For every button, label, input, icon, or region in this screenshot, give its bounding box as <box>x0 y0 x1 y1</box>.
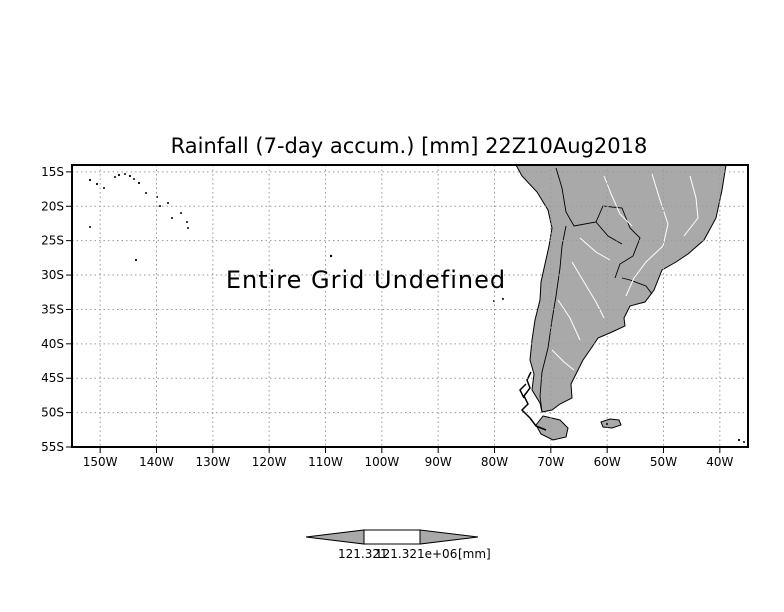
lat-tick-label: 30S <box>41 268 64 282</box>
lon-tick-label: 140W <box>139 455 174 469</box>
lat-tick-label: 40S <box>41 337 64 351</box>
rivers <box>551 173 699 371</box>
colorbar-left-triangle <box>305 529 365 545</box>
colorbar: 121.321 121.321e+06 [mm] <box>305 529 491 561</box>
map-area <box>88 165 745 443</box>
lon-tick-label: 100W <box>364 455 399 469</box>
lat-tick-label: 20S <box>41 199 64 213</box>
colorbar-label-min: 121.321 <box>338 547 388 561</box>
map-frame <box>71 164 749 448</box>
south-america-landmass <box>515 165 727 413</box>
axis-ticks: 150W 140W 130W 120W 110W 100W 90W 80W 70W 60W 50W 4… <box>41 165 733 469</box>
lon-tick-label: 90W <box>425 455 452 469</box>
chilean-coast-islands <box>519 371 547 431</box>
lon-tick-label: 40W <box>706 455 733 469</box>
colorbar-label-max: 121.321e+06 <box>375 547 457 561</box>
colorbar-right-triangle <box>419 529 479 545</box>
lat-tick-label: 45S <box>41 371 64 385</box>
lat-tick-label: 55S <box>41 440 64 454</box>
lat-tick-label: 25S <box>41 234 64 248</box>
lon-tick-label: 60W <box>594 455 621 469</box>
colorbar-box <box>363 529 421 545</box>
lon-tick-label: 70W <box>537 455 564 469</box>
graticule <box>72 165 748 448</box>
lon-tick-label: 50W <box>650 455 677 469</box>
lat-tick-label: 35S <box>41 302 64 316</box>
country-borders <box>539 167 653 413</box>
map-title: Rainfall (7-day accum.) [mm] 22Z10Aug201… <box>171 134 648 158</box>
undefined-grid-message: Entire Grid Undefined <box>226 266 506 294</box>
lon-tick-label: 110W <box>308 455 343 469</box>
lon-tick-label: 150W <box>83 455 118 469</box>
lat-tick-label: 15S <box>41 165 64 179</box>
colorbar-units: [mm] <box>458 547 491 561</box>
lat-tick-label: 50S <box>41 406 64 420</box>
lon-tick-label: 120W <box>252 455 287 469</box>
lon-tick-label: 130W <box>195 455 230 469</box>
lon-tick-label: 80W <box>481 455 508 469</box>
falkland-islands <box>600 418 622 429</box>
